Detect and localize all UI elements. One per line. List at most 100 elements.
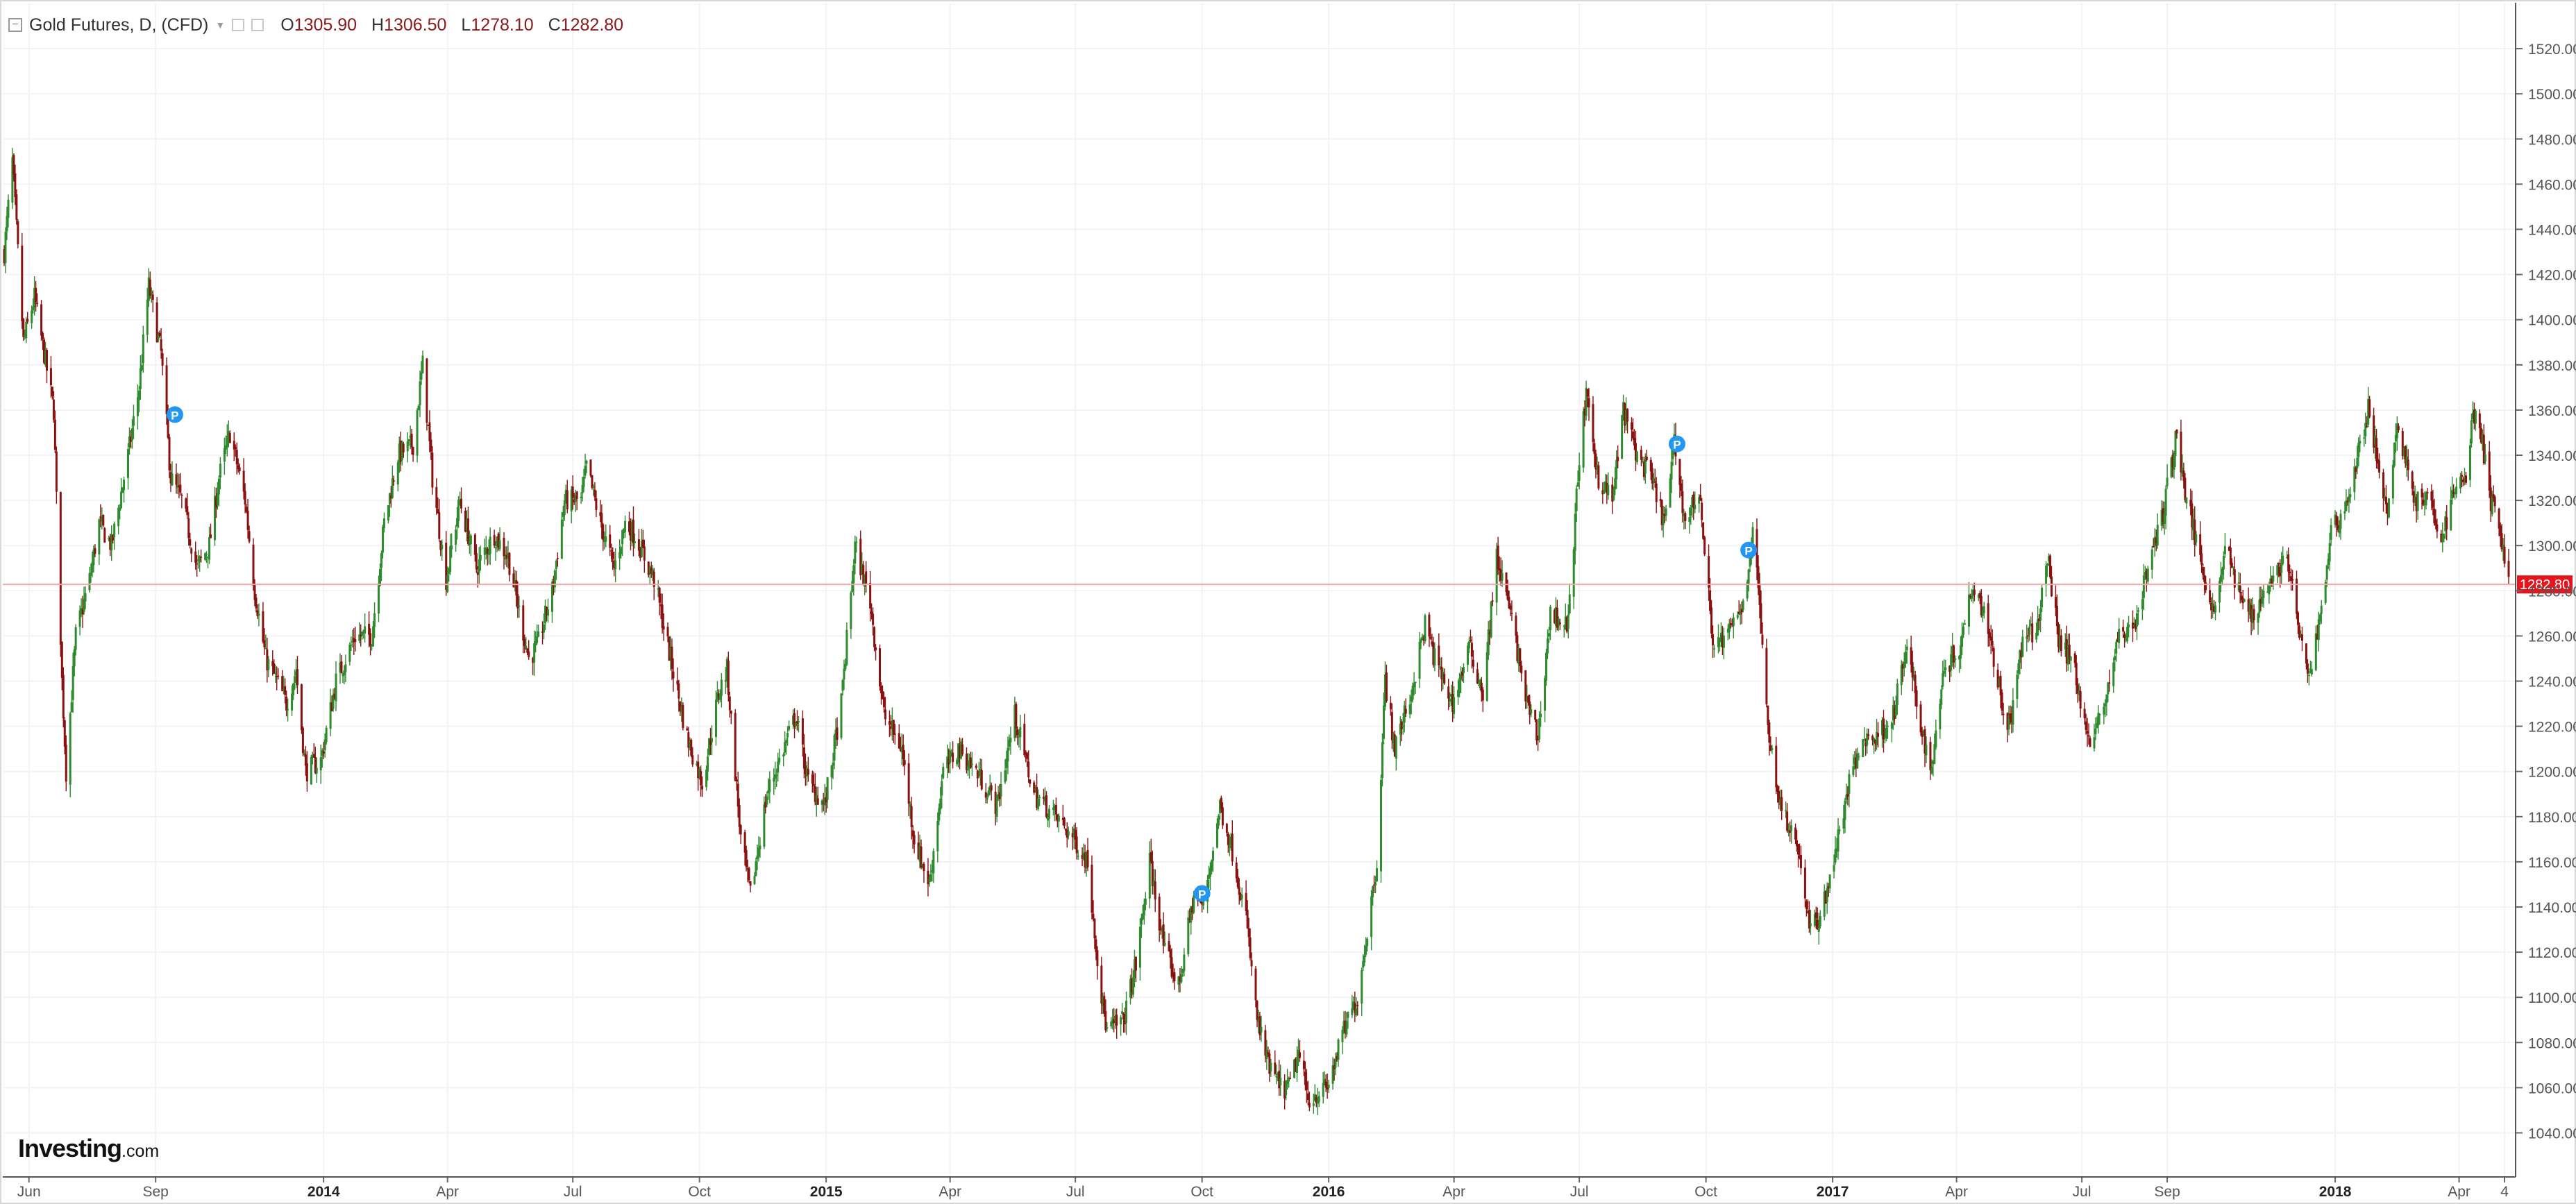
candle-body xyxy=(1120,1017,1122,1025)
candle xyxy=(2250,598,2253,636)
candle xyxy=(804,753,807,786)
candle-body xyxy=(1607,484,1610,495)
candle-body xyxy=(1302,1060,1305,1069)
candle-body xyxy=(786,733,789,738)
candle-body xyxy=(294,676,296,683)
candle-body xyxy=(1726,628,1729,633)
candle xyxy=(1790,819,1793,844)
candle-body xyxy=(775,774,778,777)
candle-body xyxy=(1154,881,1156,900)
candle xyxy=(1293,1059,1296,1079)
candle xyxy=(764,794,767,814)
candle-body xyxy=(248,531,251,542)
candle xyxy=(1254,965,1257,1008)
candle xyxy=(613,551,616,577)
chart-title[interactable]: Gold Futures, D, (CFD) xyxy=(29,15,209,35)
candle-body xyxy=(438,512,441,539)
candle-body xyxy=(388,493,391,505)
candle-body xyxy=(697,761,700,779)
candle-body xyxy=(2213,606,2216,612)
candle-body xyxy=(1469,639,1472,641)
candle-body xyxy=(6,216,8,232)
settings-icon[interactable] xyxy=(232,19,245,31)
candle xyxy=(553,568,556,593)
candle xyxy=(1760,590,1762,634)
y-tick-label: 1500.00 xyxy=(2528,87,2576,103)
candle-body xyxy=(1681,491,1684,514)
candle-body xyxy=(2241,597,2244,604)
candle xyxy=(498,527,501,552)
candle-body xyxy=(2132,625,2135,627)
candle-body xyxy=(679,702,682,711)
candle-body xyxy=(1669,478,1672,508)
candle-body xyxy=(537,631,540,637)
candle xyxy=(1285,1080,1288,1101)
candle xyxy=(1245,880,1247,916)
y-tick-label: 1100.00 xyxy=(2528,990,2576,1006)
candle-body xyxy=(310,757,312,785)
candle-body xyxy=(2170,457,2173,477)
candle-body xyxy=(1322,1083,1324,1097)
candle-body xyxy=(1708,556,1710,588)
candle xyxy=(1257,1010,1260,1034)
candle xyxy=(961,738,964,756)
candle-body xyxy=(24,335,26,337)
candle xyxy=(2407,449,2409,481)
candle xyxy=(1461,668,1464,682)
candle-body xyxy=(2007,715,2010,730)
candle-body xyxy=(1631,431,1634,439)
candle-body xyxy=(84,593,87,602)
candle-body xyxy=(805,768,808,777)
candle-body xyxy=(708,738,711,755)
x-tick-label: Apr xyxy=(2448,1184,2470,1200)
candle xyxy=(1177,976,1180,993)
candle xyxy=(2144,566,2146,581)
candle-body xyxy=(1967,594,1970,627)
candle xyxy=(321,748,323,768)
candle xyxy=(920,839,923,870)
candle-body xyxy=(1819,916,1821,927)
candle xyxy=(525,636,528,650)
candle-body xyxy=(698,769,701,777)
candle xyxy=(149,271,151,299)
candle xyxy=(1713,644,1716,658)
candle xyxy=(1922,729,1925,736)
candle xyxy=(879,682,882,705)
candle-body xyxy=(671,646,673,669)
candle xyxy=(976,770,979,788)
candle-body xyxy=(2492,494,2495,498)
candle-body xyxy=(1491,600,1494,602)
candle-body xyxy=(2393,442,2396,466)
candle xyxy=(1978,591,1981,604)
candle-body xyxy=(1858,756,1860,758)
candle xyxy=(2028,619,2031,641)
candle-body xyxy=(1544,678,1547,711)
chevron-down-icon[interactable]: ▼ xyxy=(215,19,226,31)
candle xyxy=(1102,992,1104,1015)
candle-body xyxy=(246,511,249,530)
candle-body xyxy=(1015,704,1018,729)
candle xyxy=(1265,1040,1268,1070)
candle xyxy=(102,514,105,527)
candle xyxy=(589,459,592,478)
candle xyxy=(550,579,553,623)
candle-body xyxy=(730,710,732,714)
candle-body xyxy=(1286,1080,1289,1084)
collapse-icon[interactable]: − xyxy=(8,18,22,32)
candle xyxy=(911,825,914,849)
candle-body xyxy=(1663,514,1666,516)
hide-icon[interactable] xyxy=(251,19,264,31)
candle xyxy=(171,461,174,486)
candle-body xyxy=(296,669,298,686)
candle xyxy=(2433,498,2436,526)
candle-body xyxy=(1229,836,1232,845)
candle xyxy=(1229,832,1232,851)
candle xyxy=(676,667,679,690)
candle xyxy=(2243,598,2246,602)
candle xyxy=(716,681,718,702)
candle-body xyxy=(329,702,332,729)
candle-body xyxy=(1585,388,1588,416)
candle xyxy=(2445,505,2448,541)
candle xyxy=(573,493,575,505)
